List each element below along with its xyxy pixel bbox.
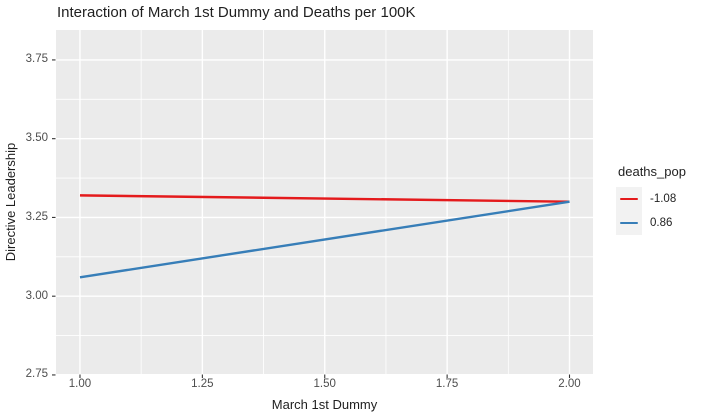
x-tick-label: 2.00: [558, 378, 581, 390]
gridlines-group: [56, 30, 593, 374]
x-tick-label: 1.00: [68, 378, 92, 390]
legend-key: [616, 187, 642, 211]
legend-key-line: [620, 221, 638, 225]
series-lines-group: [79, 194, 570, 279]
y-tick-label: 3.25: [25, 210, 48, 223]
legend-item: 0.86: [616, 211, 686, 235]
series-line-1: [79, 200, 570, 279]
tick-marks-group: [52, 59, 571, 378]
legend-key-line: [620, 197, 638, 201]
legend: deaths_pop -1.08 0.86: [616, 164, 686, 235]
legend-title: deaths_pop: [618, 164, 686, 179]
x-tick-label: 1.50: [313, 378, 336, 390]
y-tick-label: 3.75: [25, 53, 48, 66]
legend-key: [616, 211, 642, 235]
x-axis-title: March 1st Dummy: [271, 397, 378, 412]
chart-title: Interaction of March 1st Dummy and Death…: [57, 4, 416, 21]
x-tick-label: 1.75: [435, 378, 459, 390]
y-tick-label: 3.50: [25, 132, 48, 145]
legend-label: -1.08: [650, 193, 677, 205]
legend-label: 0.86: [650, 217, 673, 229]
y-tick-label: 2.75: [25, 368, 48, 381]
y-axis-title: Directive Leadership: [3, 142, 18, 262]
legend-item: -1.08: [616, 187, 686, 211]
series-line-0: [79, 194, 570, 203]
x-tick-label: 1.25: [191, 378, 214, 390]
y-tick-label: 3.00: [25, 289, 48, 302]
